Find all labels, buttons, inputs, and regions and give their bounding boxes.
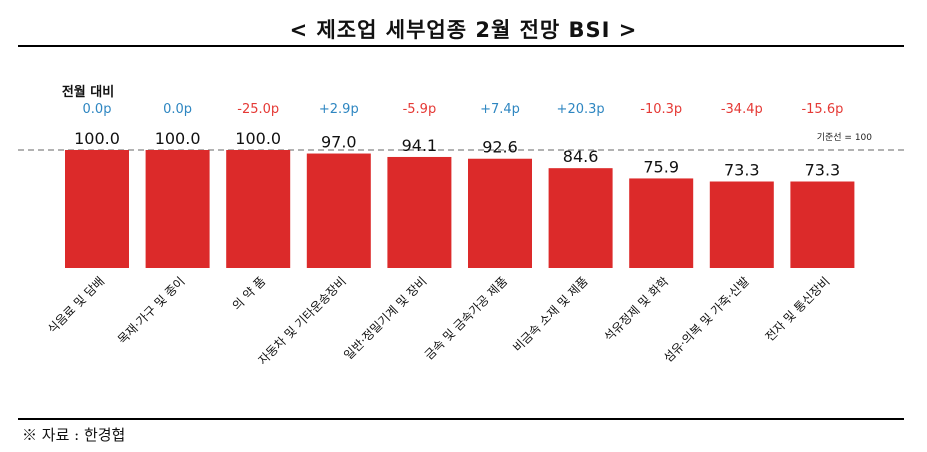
- change-label: -34.4p: [721, 102, 763, 117]
- category-label: 목재·가구 및 종이: [115, 274, 188, 347]
- bottom-rule: [18, 418, 904, 420]
- change-header: 전월 대비: [62, 84, 114, 100]
- category-label: 전자 및 통신장비: [763, 274, 833, 344]
- category-label: 석유정제 및 화학: [601, 274, 671, 344]
- value-label: 92.6: [482, 138, 518, 157]
- value-label: 100.0: [235, 129, 281, 148]
- top-rule: [18, 45, 904, 47]
- change-label: -10.3p: [640, 102, 682, 117]
- bar: [629, 178, 694, 268]
- bar: [306, 153, 371, 268]
- chart-title: < 제조업 세부업종 2월 전망 BSI >: [289, 18, 638, 42]
- value-label: 94.1: [402, 136, 438, 155]
- category-label: 금속 및 금속가공 제품: [422, 274, 510, 362]
- bar: [790, 181, 855, 268]
- bar: [387, 156, 452, 268]
- source-note: ※ 자료 : 한경협: [22, 426, 126, 444]
- reference-label: 기준선 = 100: [817, 132, 873, 143]
- change-label: 0.0p: [163, 102, 192, 117]
- value-label: 100.0: [155, 129, 201, 148]
- category-label: 일반·정밀기계 및 장비: [341, 274, 429, 362]
- change-label: -5.9p: [403, 102, 437, 117]
- value-label: 100.0: [74, 129, 120, 148]
- change-label: -15.6p: [801, 102, 843, 117]
- bar: [709, 181, 774, 268]
- category-label: 자동차 및 기타운송장비: [256, 274, 349, 367]
- change-label: +7.4p: [480, 102, 520, 117]
- value-label: 84.6: [563, 147, 599, 166]
- value-label: 97.0: [321, 133, 357, 152]
- change-label: 0.0p: [83, 102, 112, 117]
- value-label: 73.3: [724, 161, 760, 180]
- category-label: 식음료 및 담배: [45, 274, 107, 336]
- category-label: 섬유·의복 및 가죽·신발: [661, 274, 752, 365]
- category-label: 비금속 소재 및 제품: [510, 274, 590, 354]
- bar: [65, 150, 129, 268]
- bar: [145, 150, 210, 268]
- value-label: 75.9: [643, 157, 679, 176]
- bar: [226, 150, 291, 268]
- change-label: -25.0p: [237, 102, 279, 117]
- bar: [548, 168, 613, 268]
- category-label: 의 약 품: [229, 274, 268, 313]
- change-label: +2.9p: [319, 102, 359, 117]
- change-label: +20.3p: [557, 102, 605, 117]
- value-label: 73.3: [805, 161, 841, 180]
- bar: [468, 158, 532, 268]
